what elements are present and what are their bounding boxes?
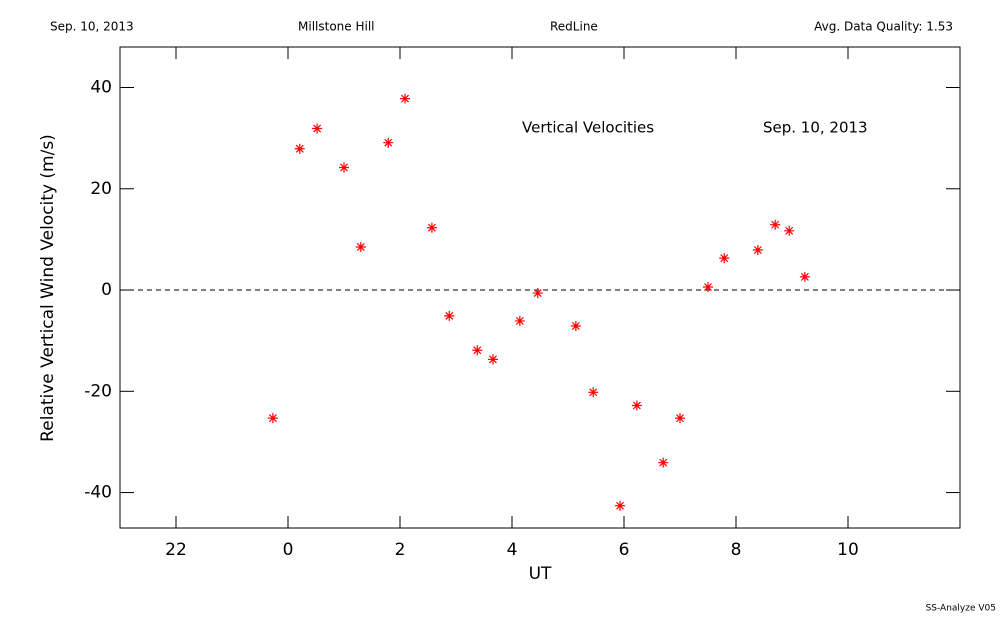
- data-point: [799, 271, 810, 282]
- data-point: [675, 413, 685, 424]
- data-point: [487, 354, 498, 365]
- data-point: [588, 387, 599, 398]
- y-tick-label: 0: [101, 280, 112, 300]
- x-tick-label: 8: [731, 540, 742, 560]
- data-point: [532, 288, 543, 299]
- data-point: [770, 219, 781, 230]
- data-point: [658, 457, 669, 468]
- y-tick-label: 20: [90, 179, 112, 199]
- x-tick-label: 4: [507, 540, 518, 560]
- data-point: [400, 93, 411, 104]
- data-point: [339, 162, 349, 173]
- data-point: [355, 241, 366, 252]
- x-tick-label: 0: [283, 540, 294, 560]
- y-tick-label: -40: [84, 483, 112, 503]
- x-tick-label: 22: [165, 540, 187, 560]
- footer: SS-Analyze V05: [926, 604, 996, 614]
- data-point: [615, 500, 626, 511]
- data-point: [631, 400, 642, 411]
- data-point: [719, 253, 730, 264]
- y-tick-label: 40: [90, 78, 112, 98]
- x-axis-label: UT: [529, 564, 552, 584]
- x-tick-label: 10: [837, 540, 859, 560]
- data-point: [472, 345, 483, 356]
- data-point: [267, 413, 278, 424]
- x-tick-label: 2: [395, 540, 406, 560]
- data-point: [514, 315, 525, 326]
- plot-frame: [119, 46, 961, 529]
- data-point: [784, 225, 795, 236]
- data-point: [444, 310, 455, 321]
- y-tick-label: -20: [84, 381, 112, 401]
- data-point: [570, 320, 581, 331]
- chart-subtitle: Sep. 10, 2013: [763, 119, 868, 137]
- header-site: Millstone Hill: [298, 20, 374, 34]
- header-instrument: RedLine: [550, 20, 598, 34]
- data-point: [312, 123, 323, 134]
- data-point: [703, 281, 713, 292]
- data-point: [294, 143, 305, 154]
- chart-title: Vertical Velocities: [522, 119, 654, 137]
- data-point: [752, 245, 763, 256]
- header-quality: Avg. Data Quality: 1.53: [814, 20, 953, 34]
- data-point: [426, 222, 437, 233]
- y-axis-label: Relative Vertical Wind Velocity (m/s): [38, 134, 58, 442]
- data-point: [383, 137, 394, 148]
- x-tick-label: 6: [619, 540, 630, 560]
- header-date: Sep. 10, 2013: [50, 20, 134, 34]
